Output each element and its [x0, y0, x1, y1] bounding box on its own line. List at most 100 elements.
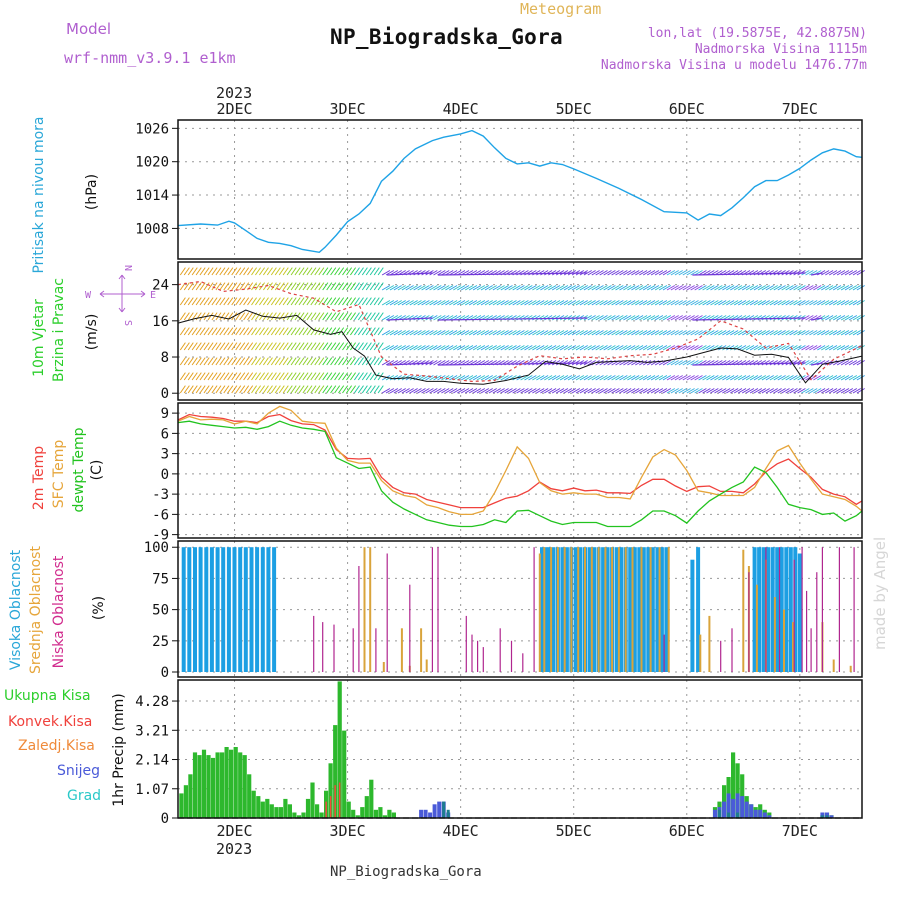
wind-barb	[286, 372, 293, 381]
wind-barb	[306, 385, 313, 394]
wind-barb	[219, 342, 226, 351]
wind-barb	[836, 345, 846, 351]
wind-barb	[496, 375, 505, 381]
wind-barb	[389, 330, 399, 336]
wind-barb	[219, 372, 226, 381]
wind-barb	[464, 388, 474, 394]
wind-barb	[654, 315, 664, 321]
wind-barb	[544, 300, 553, 306]
wind-barb	[548, 375, 557, 381]
wind-barb	[342, 357, 349, 366]
temperature-frame	[177, 402, 863, 539]
wind-barb	[555, 315, 565, 321]
wind-barb	[286, 282, 293, 291]
wind-barb	[781, 315, 790, 321]
wind-barb	[393, 345, 402, 351]
wind-barb	[611, 330, 620, 336]
wind-barb	[195, 357, 202, 366]
wind-barb	[306, 297, 313, 306]
low-cloud-bar	[471, 634, 473, 672]
high-cloud-bar	[637, 547, 642, 672]
wind-barb	[449, 300, 458, 306]
high-cloud-bar	[215, 547, 220, 672]
snow-bar	[423, 809, 428, 818]
wind-barb	[741, 285, 751, 291]
wind-barb	[286, 342, 293, 351]
wind-barb	[504, 285, 513, 291]
wind-barb	[615, 285, 624, 291]
wind-barb	[349, 385, 357, 394]
wind-barb	[417, 270, 426, 276]
wind-barb	[631, 345, 640, 351]
wind-barb	[662, 270, 672, 276]
wind-barb	[219, 282, 226, 291]
model-elevation-text: Nadmorska Visina u modelu 1476.77m	[601, 58, 867, 73]
wind-barb	[207, 282, 214, 291]
wind-barb	[183, 327, 190, 336]
chart-subtitle: Meteogram	[520, 0, 601, 18]
low-cloud-bar	[431, 547, 433, 672]
wind-barb	[254, 372, 262, 381]
wind-barb	[342, 342, 349, 351]
wind-barb	[270, 357, 277, 366]
wind-barb	[674, 270, 683, 276]
wind-barb	[334, 297, 341, 306]
wind-barb	[730, 375, 739, 381]
wind-barb	[646, 345, 656, 351]
wind-barb	[650, 315, 660, 321]
wind-barb	[294, 342, 301, 351]
wind-barb	[472, 388, 482, 394]
high-cloud-bar	[770, 547, 775, 672]
wind-barb	[785, 300, 794, 306]
wind-barb	[191, 267, 198, 276]
wind-barb	[662, 360, 672, 366]
wind-barb	[179, 297, 186, 306]
wind-barb	[805, 285, 814, 291]
mid-cloud-bar	[543, 547, 546, 672]
wind-barb	[635, 330, 644, 336]
wind-barb	[797, 375, 806, 381]
wind-barb	[710, 330, 719, 336]
wind-barb	[809, 330, 818, 336]
wind-barb	[306, 312, 313, 321]
footer-text: NP_Biogradska_Gora	[330, 864, 482, 880]
wind-barb	[745, 375, 755, 381]
wind-barb	[298, 385, 305, 394]
wind-barb	[817, 285, 826, 291]
wind-barb	[322, 385, 329, 394]
wind-barb	[844, 285, 854, 291]
wind-barb	[682, 300, 691, 306]
wind-barb	[575, 285, 585, 291]
wind-barb	[290, 297, 297, 306]
wind-barb	[353, 282, 360, 291]
wind-barb	[445, 270, 454, 276]
wind-barb	[840, 375, 850, 381]
wind-barb	[409, 300, 418, 306]
wind-barb	[322, 312, 329, 321]
wind-barb	[757, 285, 767, 291]
wind-barb	[666, 330, 676, 336]
wind-barb	[433, 315, 442, 321]
wind-barb	[587, 315, 596, 321]
wind-barb	[528, 285, 537, 291]
wind-barb	[694, 270, 703, 276]
wind-barb	[397, 330, 406, 336]
wind-barb	[524, 375, 533, 381]
wind-barb	[433, 345, 442, 351]
high-cloud-bar	[187, 547, 192, 672]
wind-barb	[559, 330, 569, 336]
wind-barb	[627, 375, 636, 381]
bottom-date-labels: 2DEC 3DEC 4DEC 5DEC 6DEC 7DEC	[216, 822, 817, 840]
wind-barb	[801, 300, 810, 306]
wind-barb	[369, 385, 376, 394]
wind-barb	[817, 330, 826, 336]
year-label-bottom: 2023	[216, 840, 252, 858]
wind-barb	[805, 360, 814, 366]
compass-west: W	[85, 290, 92, 301]
wind-barb	[223, 385, 230, 394]
wind-barb	[840, 330, 850, 336]
wind-barb	[801, 388, 810, 394]
wind-barb	[429, 375, 438, 381]
total-precip-bar	[229, 749, 234, 818]
wind-barb	[544, 360, 553, 366]
